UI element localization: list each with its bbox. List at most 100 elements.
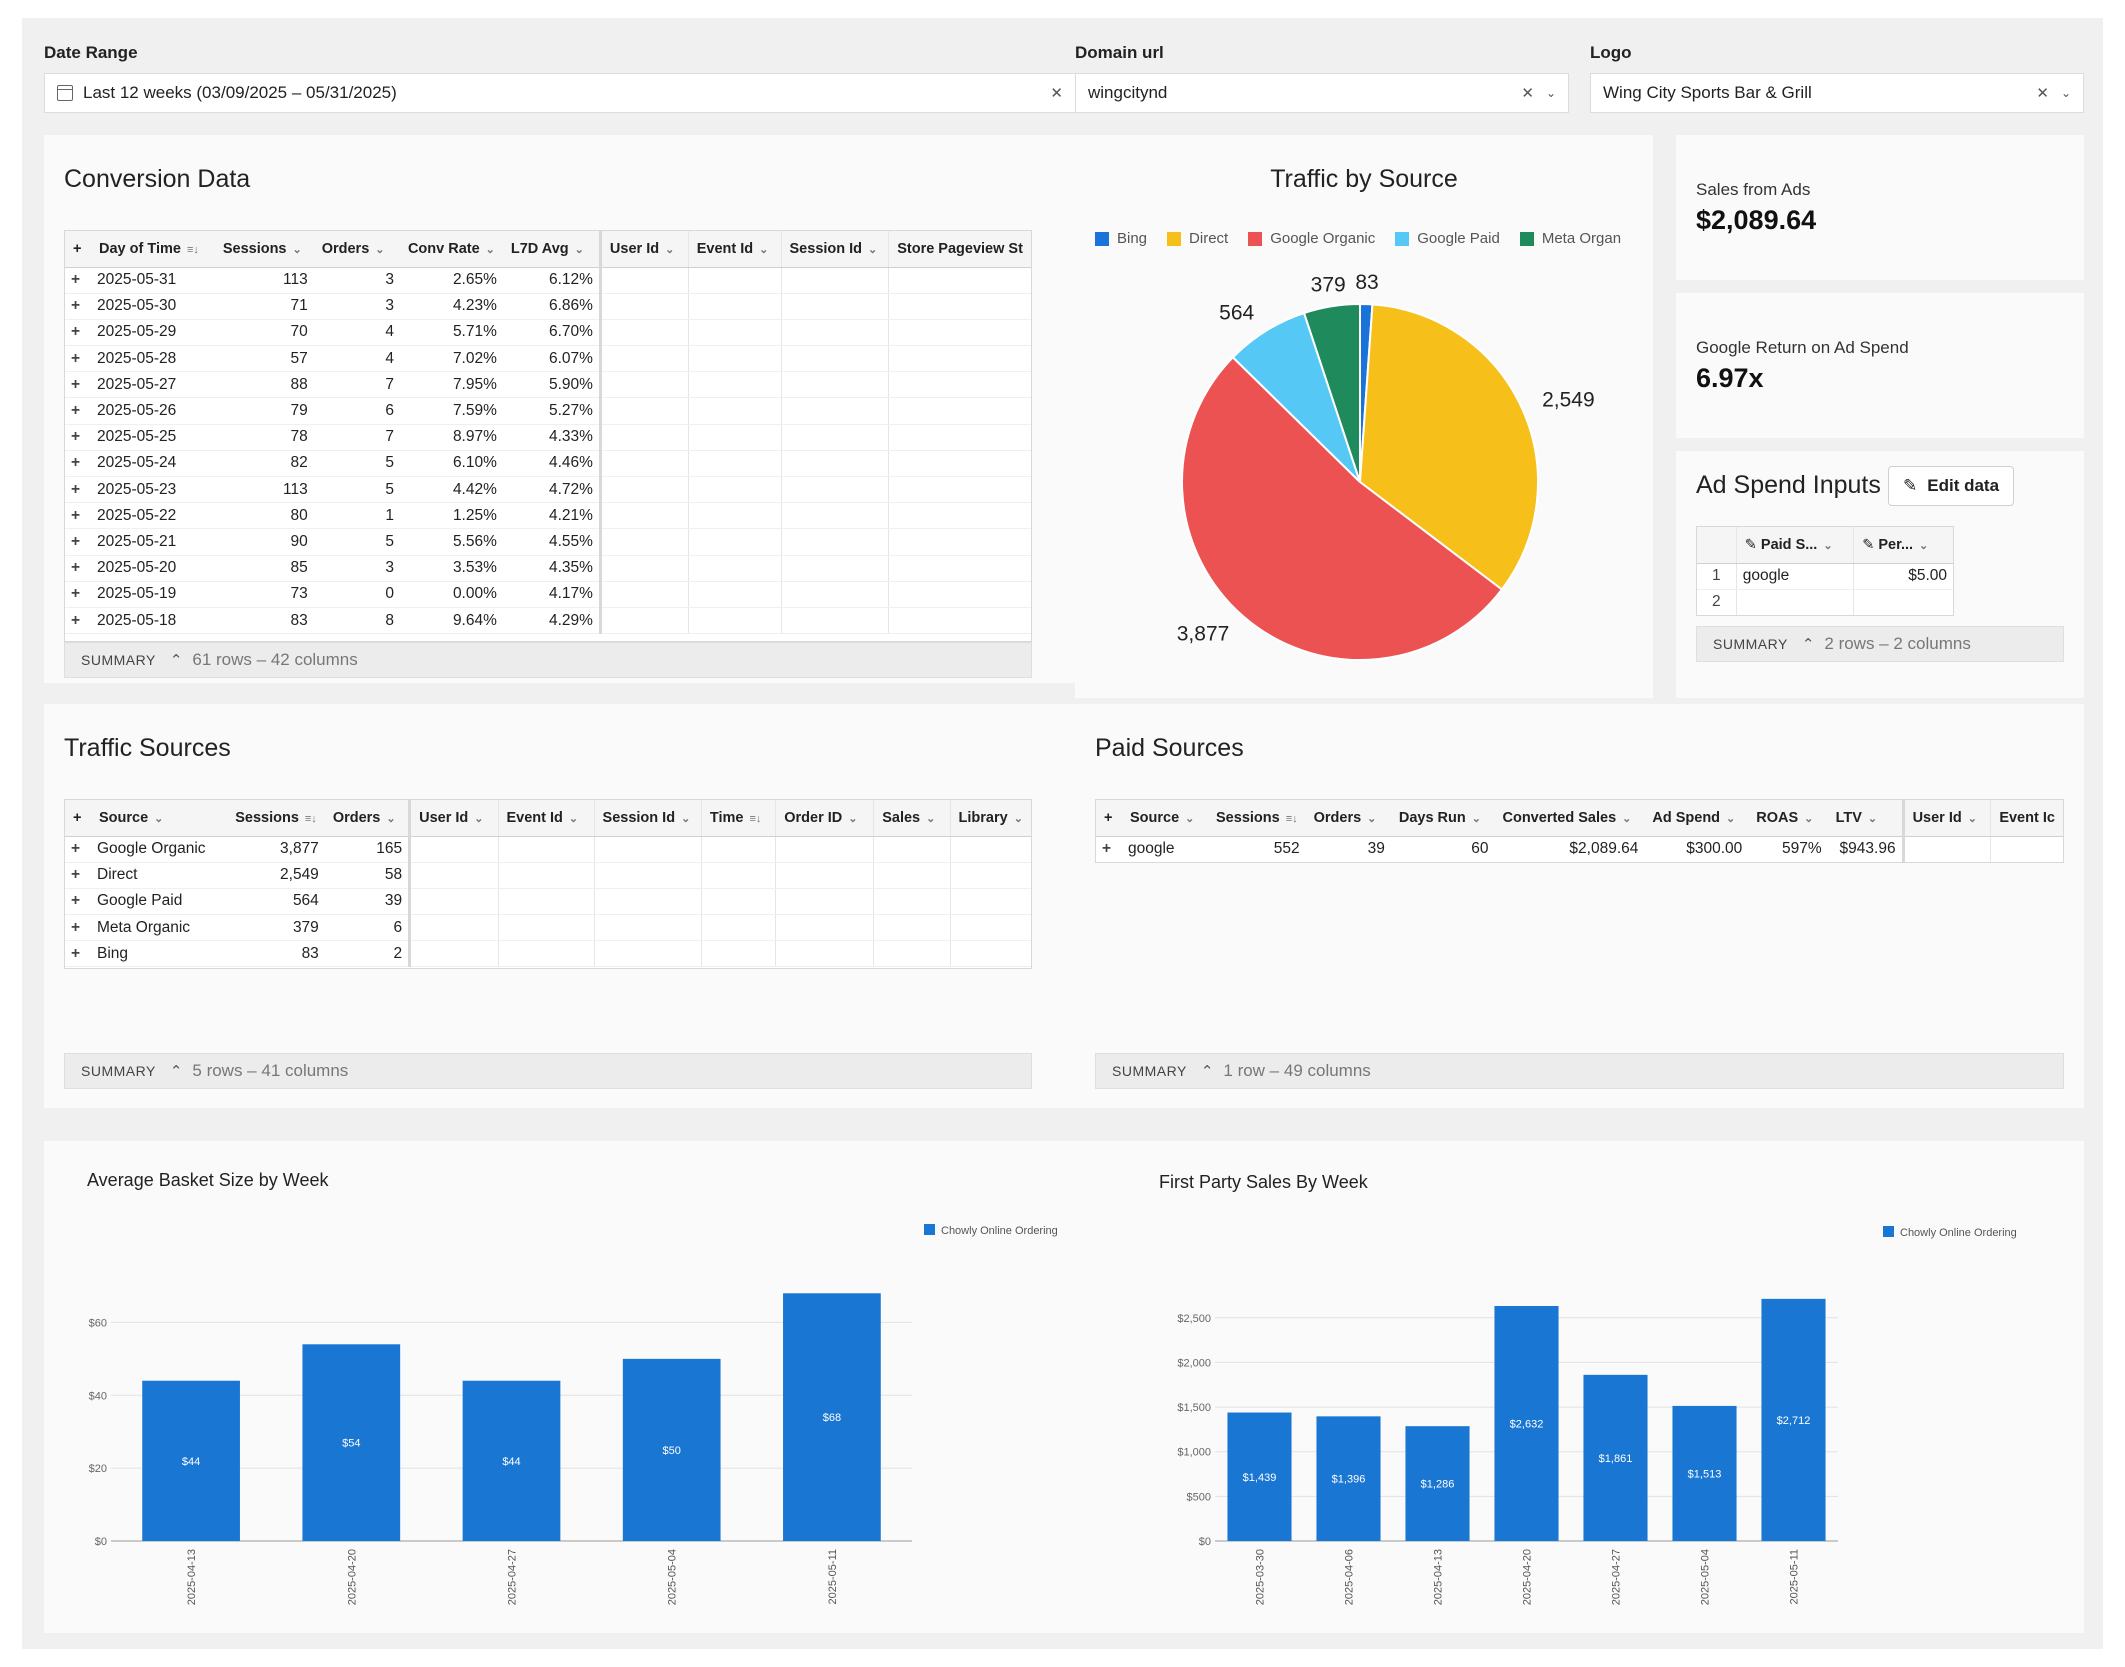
legend-item[interactable]: Meta Organ: [1519, 230, 1621, 247]
col-header[interactable]: Sessions ⌄: [214, 231, 314, 268]
col-header[interactable]: Sales ⌄: [873, 800, 951, 837]
col-header[interactable]: User Id ⌄: [408, 800, 498, 837]
table-row[interactable]: + Google Organic 3,877 165: [65, 836, 1031, 863]
table-row[interactable]: +2025-05-20 85 3 3.53% 4.35%: [65, 555, 1031, 582]
expand-row-icon[interactable]: +: [65, 293, 91, 320]
expand-all-icon[interactable]: +: [1096, 800, 1122, 837]
table-row[interactable]: +2025-05-30 71 3 4.23% 6.86%: [65, 293, 1031, 320]
expand-row-icon[interactable]: +: [65, 914, 91, 942]
chevron-up-icon[interactable]: ⌃: [169, 652, 183, 669]
bar[interactable]: [1405, 1426, 1470, 1541]
bar[interactable]: [622, 1358, 721, 1541]
table-row[interactable]: + Meta Organic 379 6: [65, 914, 1031, 942]
bar[interactable]: [1494, 1306, 1559, 1541]
bar[interactable]: [1227, 1412, 1292, 1541]
col-header[interactable]: Session Id ⌄: [780, 231, 889, 268]
col-header[interactable]: Orders ⌄: [1305, 800, 1391, 837]
col-header[interactable]: Time ≡↓: [700, 800, 776, 837]
bar[interactable]: [1316, 1416, 1381, 1541]
chevron-up-icon[interactable]: ⌃: [1200, 1063, 1214, 1080]
expand-row-icon[interactable]: +: [65, 555, 91, 582]
legend-item[interactable]: Google Organic: [1248, 230, 1375, 247]
table-row[interactable]: + Bing 83 2: [65, 940, 1031, 968]
col-header[interactable]: User Id ⌄: [1901, 800, 1991, 837]
col-header[interactable]: Sessions ≡↓: [225, 800, 325, 837]
col-header[interactable]: Event Ic: [1990, 800, 2063, 837]
legend-item[interactable]: Direct: [1167, 230, 1228, 247]
traffic-sources-summary[interactable]: SUMMARY ⌃ 5 rows – 41 columns: [64, 1053, 1032, 1089]
pie-slice[interactable]: [1358, 303, 1539, 591]
pie-slice[interactable]: [1302, 302, 1361, 483]
bar[interactable]: [1583, 1374, 1648, 1541]
table-row[interactable]: +2025-05-19 73 0 0.00% 4.17%: [65, 581, 1031, 608]
table-row[interactable]: + Google Paid 564 39: [65, 888, 1031, 916]
chevron-down-icon[interactable]: ⌄: [2060, 86, 2071, 100]
conversion-table[interactable]: + Day of Time ≡↓ Sessions ⌄ Orders ⌄ Conv R…: [64, 230, 1032, 642]
date-range-input[interactable]: Last 12 weeks (03/09/2025 – 05/31/2025) …: [44, 73, 1076, 113]
col-header[interactable]: Source ⌄: [91, 800, 226, 837]
expand-row-icon[interactable]: +: [65, 502, 91, 530]
col-header[interactable]: ✎ Paid S... ⌄: [1735, 527, 1854, 564]
table-row[interactable]: +2025-05-18 83 8 9.64% 4.29%: [65, 607, 1031, 635]
expand-row-icon[interactable]: +: [65, 888, 91, 916]
col-header[interactable]: Library ⌄: [949, 800, 1031, 837]
bar[interactable]: [462, 1380, 561, 1541]
expand-row-icon[interactable]: +: [65, 397, 91, 425]
table-cell[interactable]: [1735, 589, 1854, 615]
table-row[interactable]: + google 552 39 60 $2,089.64 $300.00 597% $943.9…: [1096, 836, 2063, 862]
expand-row-icon[interactable]: +: [65, 371, 91, 399]
paid-sources-table[interactable]: + Source ⌄ Sessions ≡↓ Orders ⌄ Days Run ⌄ C…: [1095, 799, 2064, 863]
col-header[interactable]: ROAS ⌄: [1748, 800, 1828, 837]
table-row[interactable]: 2: [1697, 589, 1953, 615]
col-header[interactable]: Session Id ⌄: [593, 800, 702, 837]
col-header[interactable]: Order ID ⌄: [775, 800, 874, 837]
table-row[interactable]: +2025-05-28 57 4 7.02% 6.07%: [65, 345, 1031, 373]
table-row[interactable]: +2025-05-21 90 5 5.56% 4.55%: [65, 528, 1031, 556]
table-row[interactable]: +2025-05-27 88 7 7.95% 5.90%: [65, 371, 1031, 399]
col-header[interactable]: Store Pageview St: [888, 231, 1031, 268]
col-header[interactable]: Days Run ⌄: [1390, 800, 1495, 837]
bar[interactable]: [302, 1344, 401, 1541]
table-row[interactable]: + Direct 2,549 58: [65, 862, 1031, 889]
table-row[interactable]: 1 google $5.00: [1697, 563, 1953, 590]
legend-item[interactable]: Google Paid: [1395, 230, 1500, 247]
expand-all-icon[interactable]: +: [65, 800, 91, 837]
ad-spend-table[interactable]: ✎ Paid S... ⌄ ✎ Per... ⌄ 1 google $5.00 2: [1696, 526, 1954, 616]
expand-row-icon[interactable]: +: [65, 528, 91, 556]
clear-icon[interactable]: ✕: [1050, 85, 1063, 102]
bar[interactable]: [142, 1380, 240, 1541]
bar[interactable]: [1761, 1298, 1826, 1541]
edit-data-button[interactable]: ✎ Edit data: [1888, 466, 2015, 506]
expand-row-icon[interactable]: +: [65, 424, 91, 451]
expand-row-icon[interactable]: +: [65, 607, 91, 635]
ad-spend-summary[interactable]: SUMMARY ⌃ 2 rows – 2 columns: [1696, 626, 2064, 662]
clear-icon[interactable]: ✕: [1521, 85, 1534, 102]
col-header[interactable]: User Id ⌄: [598, 231, 689, 268]
table-row[interactable]: +2025-05-24 82 5 6.10% 4.46%: [65, 450, 1031, 478]
conversion-summary[interactable]: SUMMARY ⌃ 61 rows – 42 columns: [64, 642, 1032, 678]
expand-row-icon[interactable]: +: [65, 940, 91, 968]
col-header[interactable]: Event Id ⌄: [497, 800, 595, 837]
clear-icon[interactable]: ✕: [2036, 85, 2049, 102]
table-row[interactable]: +2025-05-25 78 7 8.97% 4.33%: [65, 424, 1031, 451]
expand-all-icon[interactable]: +: [65, 231, 91, 268]
col-header[interactable]: Orders ⌄: [313, 231, 400, 268]
col-header[interactable]: LTV ⌄: [1827, 800, 1904, 837]
logo-select[interactable]: Wing City Sports Bar & Grill ✕ ⌄: [1590, 73, 2084, 113]
col-header[interactable]: Ad Spend ⌄: [1644, 800, 1749, 837]
pie-slice[interactable]: [1181, 355, 1504, 662]
col-header[interactable]: Event Id ⌄: [687, 231, 782, 268]
expand-row-icon[interactable]: +: [1096, 836, 1122, 862]
table-row[interactable]: +2025-05-26 79 6 7.59% 5.27%: [65, 397, 1031, 425]
table-row[interactable]: +2025-05-22 80 1 1.25% 4.21%: [65, 502, 1031, 530]
expand-row-icon[interactable]: +: [65, 319, 91, 347]
col-header[interactable]: Source ⌄: [1122, 800, 1207, 837]
col-header[interactable]: Orders ⌄: [324, 800, 410, 837]
expand-row-icon[interactable]: +: [65, 581, 91, 608]
expand-row-icon[interactable]: +: [65, 862, 91, 889]
col-header[interactable]: L7D Avg ⌄: [502, 231, 601, 268]
chevron-up-icon[interactable]: ⌃: [1801, 636, 1815, 653]
col-header[interactable]: Conv Rate ⌄: [399, 231, 503, 268]
expand-row-icon[interactable]: +: [65, 476, 91, 504]
chevron-down-icon[interactable]: ⌄: [1545, 86, 1556, 100]
